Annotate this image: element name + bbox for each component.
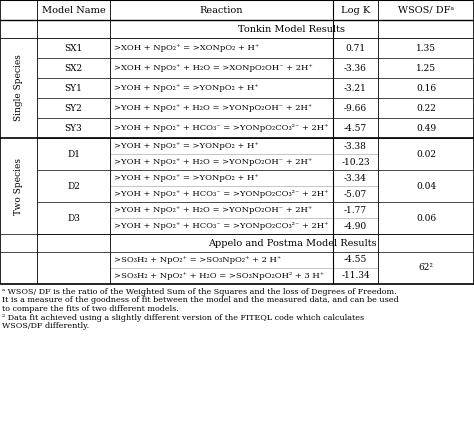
Text: >YOH + NpO₂⁺ + HCO₃⁻ = >YONpO₂CO₃²⁻ + 2H⁺: >YOH + NpO₂⁺ + HCO₃⁻ = >YONpO₂CO₃²⁻ + 2H… [114,190,328,198]
Text: Single Species: Single Species [14,54,23,121]
Text: >YOH + NpO₂⁺ = >YONpO₂ + H⁺: >YOH + NpO₂⁺ = >YONpO₂ + H⁺ [114,174,259,182]
Text: SY2: SY2 [64,104,82,113]
Text: It is a measure of the goodness of fit between the model and the measured data, : It is a measure of the goodness of fit b… [2,296,399,304]
Text: Two Species: Two Species [14,158,23,214]
Text: >SO₃H₂ + NpO₂⁺ + H₂O = >SO₃NpO₂OH² + 3 H⁺: >SO₃H₂ + NpO₂⁺ + H₂O = >SO₃NpO₂OH² + 3 H… [114,272,324,280]
Text: -4.90: -4.90 [344,222,367,230]
Text: SY1: SY1 [64,83,82,93]
Text: -3.38: -3.38 [344,141,367,151]
Text: >XOH + NpO₂⁺ + H₂O = >XONpO₂OH⁻ + 2H⁺: >XOH + NpO₂⁺ + H₂O = >XONpO₂OH⁻ + 2H⁺ [114,64,313,72]
Text: WSOS/DF differently.: WSOS/DF differently. [2,322,89,330]
Text: 0.71: 0.71 [346,43,365,53]
Text: ² Data fit achieved using a slightly different version of the FITEQL code which : ² Data fit achieved using a slightly dif… [2,314,364,322]
Text: 0.22: 0.22 [416,104,436,113]
Text: -1.77: -1.77 [344,206,367,214]
Text: >XOH + NpO₂⁺ = >XONpO₂ + H⁺: >XOH + NpO₂⁺ = >XONpO₂ + H⁺ [114,44,259,52]
Text: >YOH + NpO₂⁺ = >YONpO₂ + H⁺: >YOH + NpO₂⁺ = >YONpO₂ + H⁺ [114,142,259,150]
Text: D3: D3 [67,214,80,222]
Text: >SO₃H₂ + NpO₂⁺ = >SO₃NpO₂⁺ + 2 H⁺: >SO₃H₂ + NpO₂⁺ = >SO₃NpO₂⁺ + 2 H⁺ [114,256,281,264]
Text: 62²: 62² [419,264,434,272]
Text: D1: D1 [67,149,80,159]
Text: 0.04: 0.04 [416,182,436,190]
Text: 0.06: 0.06 [416,214,436,222]
Text: -4.55: -4.55 [344,256,367,264]
Text: SX2: SX2 [64,63,82,73]
Text: -10.23: -10.23 [341,158,370,167]
Text: Log K: Log K [341,5,370,15]
Text: -3.21: -3.21 [344,83,367,93]
Text: >YOH + NpO₂⁺ + HCO₃⁻ = >YONpO₂CO₃²⁻ + 2H⁺: >YOH + NpO₂⁺ + HCO₃⁻ = >YONpO₂CO₃²⁻ + 2H… [114,124,328,132]
Text: >YOH + NpO₂⁺ + H₂O = >YONpO₂OH⁻ + 2H⁺: >YOH + NpO₂⁺ + H₂O = >YONpO₂OH⁻ + 2H⁺ [114,206,312,214]
Text: >YOH + NpO₂⁺ + H₂O = >YONpO₂OH⁻ + 2H⁺: >YOH + NpO₂⁺ + H₂O = >YONpO₂OH⁻ + 2H⁺ [114,158,312,166]
Text: >YOH + NpO₂⁺ + H₂O = >YONpO₂OH⁻ + 2H⁺: >YOH + NpO₂⁺ + H₂O = >YONpO₂OH⁻ + 2H⁺ [114,104,312,112]
Text: -5.07: -5.07 [344,190,367,198]
Text: -3.34: -3.34 [344,174,367,183]
Text: SY3: SY3 [64,124,82,132]
Text: 0.49: 0.49 [416,124,436,132]
Text: D2: D2 [67,182,80,190]
Text: >YOH + NpO₂⁺ = >YONpO₂ + H⁺: >YOH + NpO₂⁺ = >YONpO₂ + H⁺ [114,84,259,92]
Text: -11.34: -11.34 [341,272,370,280]
Text: -9.66: -9.66 [344,104,367,113]
Text: -3.36: -3.36 [344,63,367,73]
Text: Tonkin Model Results: Tonkin Model Results [238,24,346,34]
Text: Model Name: Model Name [42,5,105,15]
Text: >YOH + NpO₂⁺ + HCO₃⁻ = >YONpO₂CO₃²⁻ + 2H⁺: >YOH + NpO₂⁺ + HCO₃⁻ = >YONpO₂CO₃²⁻ + 2H… [114,222,328,230]
Text: ᵃ WSOS/ DF is the ratio of the Weighted Sum of the Squares and the loss of Degre: ᵃ WSOS/ DF is the ratio of the Weighted … [2,288,397,296]
Text: Reaction: Reaction [200,5,243,15]
Text: to compare the fits of two different models.: to compare the fits of two different mod… [2,305,179,313]
Text: 0.02: 0.02 [416,149,436,159]
Text: SX1: SX1 [64,43,82,53]
Text: 0.16: 0.16 [416,83,436,93]
Text: WSOS/ DFᵃ: WSOS/ DFᵃ [398,5,454,15]
Text: Appelo and Postma Model Results: Appelo and Postma Model Results [208,238,376,248]
Text: 1.25: 1.25 [416,63,436,73]
Text: 1.35: 1.35 [416,43,436,53]
Text: -4.57: -4.57 [344,124,367,132]
